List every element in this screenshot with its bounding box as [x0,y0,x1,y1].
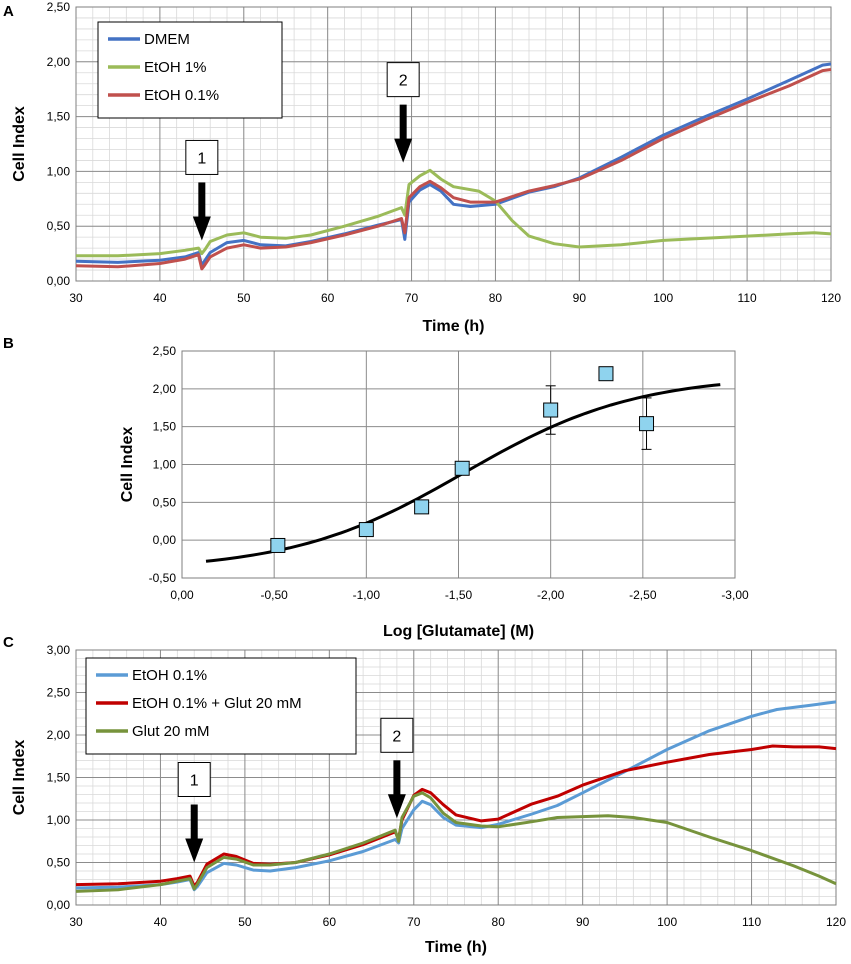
legend-label: Glut 20 mM [132,723,210,740]
x-tick-label: 0,00 [170,588,194,602]
y-tick-label: 2,50 [153,344,177,358]
arrow-shaft [190,804,198,841]
y-tick-label: 0,50 [47,219,71,233]
y-tick-label: 0,50 [153,495,177,509]
x-axis-title: Log [Glutamate] (M) [383,623,534,640]
arrow-head [192,216,211,241]
y-tick-label: 1,00 [153,458,177,472]
x-tick-label: 60 [321,291,335,305]
y-tick-label: 1,00 [47,813,71,827]
x-tick-label: 110 [742,915,761,929]
x-tick-label: 90 [573,291,587,305]
x-tick-label: -0,50 [260,588,288,602]
y-tick-label: 1,00 [47,164,71,178]
marker-label: 1 [197,150,206,167]
y-tick-label: 1,50 [153,420,177,434]
legend-label: EtOH 0.1% [132,667,207,684]
legend-label: EtOH 0.1% [144,87,219,104]
data-point [414,499,430,515]
plot-border [75,6,832,282]
x-tick-label: 60 [323,915,337,929]
series-line [75,791,837,893]
marker-label: 2 [392,728,401,745]
x-tick-label: -2,00 [537,588,565,602]
marker-box [386,62,420,98]
x-tick-label: 50 [237,291,251,305]
y-axis-title: Cell Index [11,106,28,182]
y-tick-label: 1,50 [47,110,71,124]
panel-a: A 30 40 50 60 70 80 90 100 110 120 0,00 0,50 1,00 1,50… [3,0,841,335]
arrow-shaft [393,760,401,797]
plot-border [75,649,837,906]
data-point [270,537,286,553]
arrow-shaft [198,182,206,219]
panel-letter: A [3,3,14,20]
legend-label: EtOH 1% [144,59,207,76]
y-tick-label: 1,50 [47,771,71,785]
legend-box [85,657,357,755]
x-tick-label: 80 [492,915,506,929]
y-tick-label: 2,50 [47,0,71,14]
y-tick-label: -0,50 [149,571,177,585]
x-tick-label: 120 [821,291,841,305]
series-line [75,68,832,271]
x-tick-label: -2,50 [629,588,657,602]
x-tick-label: 100 [653,291,673,305]
x-tick-label: 40 [154,915,168,929]
x-tick-label: -1,50 [445,588,473,602]
x-axis-title: Time (h) [425,939,487,956]
series-line [76,168,832,258]
arrow-shaft [399,104,407,141]
x-tick-label: 90 [576,915,590,929]
arrow-head [387,794,406,819]
x-axis-title: Time (h) [423,318,485,335]
x-tick-label: 110 [738,291,757,305]
y-tick-label: 2,00 [47,728,71,742]
marker-box [380,717,414,753]
y-tick-label: 2,50 [47,686,71,700]
marker-box [177,762,211,797]
x-tick-label: 120 [826,915,846,929]
data-point [598,366,614,382]
x-tick-label: 80 [489,291,503,305]
panel-letter: B [3,335,14,352]
x-tick-label: 70 [405,291,419,305]
data-point [639,416,655,432]
legend-label: EtOH 0.1% + Glut 20 mM [132,695,302,712]
legend-label: DMEM [144,31,190,48]
y-tick-label: 0,00 [47,274,71,288]
y-tick-label: 0,00 [153,533,177,547]
marker-box [185,139,219,175]
data-point [358,522,374,538]
y-tick-label: 2,00 [153,382,177,396]
panel-b: B 0,00 -0,50 -1,00 -1,50 -2,00 -2,50 -3,00 -0,50… [3,335,749,640]
y-tick-label: 3,00 [47,643,71,657]
data-point [454,460,470,476]
plot-border [181,350,736,579]
y-axis-title: Cell Index [119,427,136,503]
y-tick-label: 0,50 [47,856,71,870]
x-tick-label: 50 [238,915,252,929]
x-tick-label: 30 [69,915,83,929]
y-axis-title: Cell Index [11,740,28,816]
x-tick-label: 30 [69,291,83,305]
x-tick-label: 100 [657,915,677,929]
marker-label: 2 [399,73,408,90]
arrow-head [185,838,204,863]
x-tick-label: 70 [407,915,421,929]
panel-c: C 30 40 50 60 70 80 90 100 110 120 0,00 0,50 1,00 1,50… [3,634,846,956]
y-tick-label: 2,00 [47,55,71,69]
x-tick-label: -1,00 [353,588,381,602]
panel-letter: C [3,634,14,651]
marker-label: 1 [190,773,199,790]
arrow-head [394,138,413,163]
x-tick-label: -3,00 [721,588,749,602]
data-point [543,402,559,418]
y-tick-label: 0,00 [47,898,71,912]
x-tick-label: 40 [153,291,167,305]
